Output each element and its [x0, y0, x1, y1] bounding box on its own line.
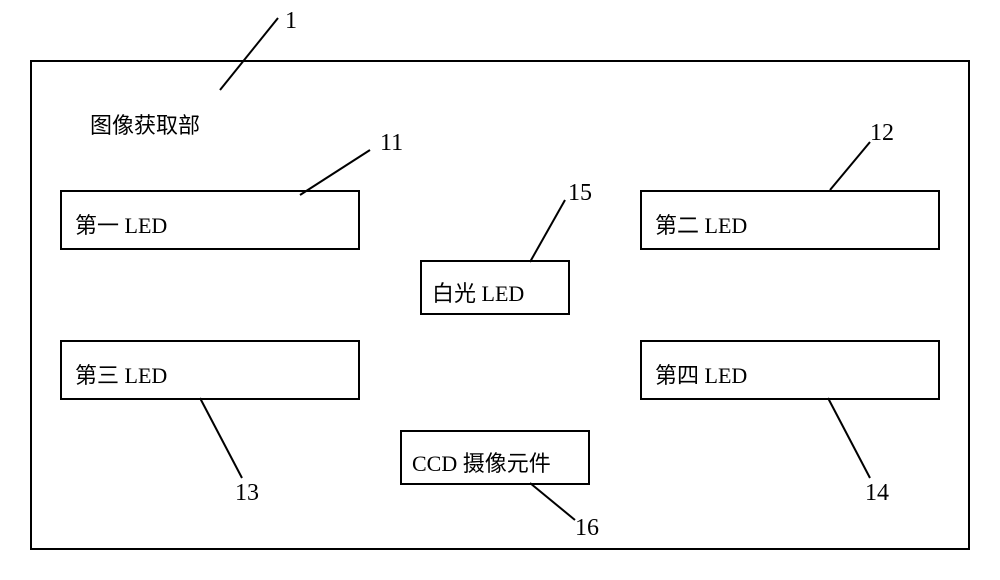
callout-1: 1 [285, 8, 297, 35]
callout-12: 12 [870, 120, 894, 147]
label-ccd: CCD 摄像元件 [412, 446, 551, 478]
label-led3: 第三 LED [75, 358, 167, 390]
outer-box-title: 图像获取部 [90, 108, 200, 140]
callout-15: 15 [568, 180, 592, 207]
callout-16: 16 [575, 515, 599, 542]
label-led2: 第二 LED [655, 208, 747, 240]
callout-13: 13 [235, 480, 259, 507]
callout-14: 14 [865, 480, 889, 507]
callout-11: 11 [380, 130, 403, 157]
label-led4: 第四 LED [655, 358, 747, 390]
diagram-canvas: 图像获取部 第一 LED 第二 LED 第三 LED 第四 LED 白光 LED… [0, 0, 1000, 580]
label-white-led: 白光 LED [432, 276, 524, 308]
label-led1: 第一 LED [75, 208, 167, 240]
